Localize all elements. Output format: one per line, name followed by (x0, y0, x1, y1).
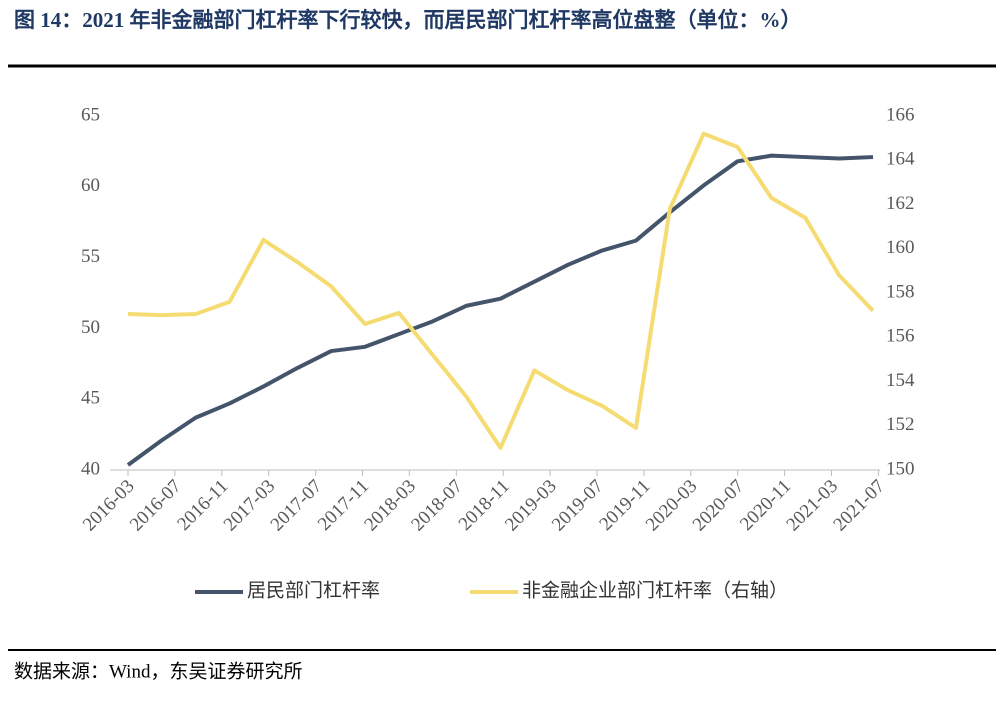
x-tick-label: 2016-07 (126, 476, 186, 536)
y2-tick-label: 154 (886, 370, 915, 391)
legend-label: 非金融企业部门杠杆率（右轴） (522, 579, 788, 601)
x-tick-label: 2016-11 (173, 476, 232, 535)
y2-tick-label: 156 (886, 326, 915, 347)
x-tick-label: 2017-11 (314, 476, 373, 535)
series-line (126, 153, 874, 467)
y-tick-label: 40 (81, 458, 100, 479)
source: 数据来源：Wind，东吴证券研究所 (14, 660, 302, 682)
y-tick-label: 65 (81, 104, 100, 125)
legend-label: 居民部门杠杆率 (247, 579, 380, 601)
y-tick-label: 60 (81, 175, 100, 196)
y-tick-label: 55 (81, 246, 100, 267)
x-tick-label: 2019-03 (501, 476, 561, 536)
y2-tick-label: 164 (886, 149, 915, 170)
x-tick-label: 2016-03 (79, 476, 139, 536)
x-tick-label: 2017-03 (220, 476, 280, 536)
x-tick-label: 2020-07 (689, 476, 749, 536)
x-tick-label: 2018-07 (407, 476, 467, 536)
series-line (127, 131, 875, 450)
y2-tick-label: 160 (886, 237, 915, 258)
chart-title: 图 14：2021 年非金融部门杠杆率下行较快，而居民部门杠杆率高位盘整（单位：… (14, 8, 802, 32)
x-tick-label: 2020-11 (736, 476, 795, 535)
x-tick-label: 2019-07 (548, 476, 608, 536)
x-tick-label: 2021-03 (782, 476, 842, 536)
x-tick-label: 2017-07 (267, 476, 327, 536)
x-tick-label: 2018-11 (455, 476, 514, 535)
y2-tick-label: 166 (886, 104, 915, 125)
x-tick-label: 2018-03 (360, 476, 420, 536)
y2-tick-label: 152 (886, 414, 915, 435)
y2-tick-label: 162 (886, 193, 915, 214)
y-tick-label: 45 (81, 388, 100, 409)
y2-tick-label: 150 (886, 458, 915, 479)
y-tick-label: 50 (81, 317, 100, 338)
x-tick-label: 2020-03 (642, 476, 702, 536)
y2-tick-label: 158 (886, 281, 915, 302)
x-tick-label: 2019-11 (595, 476, 654, 535)
x-tick-label: 2021-07 (829, 476, 889, 536)
